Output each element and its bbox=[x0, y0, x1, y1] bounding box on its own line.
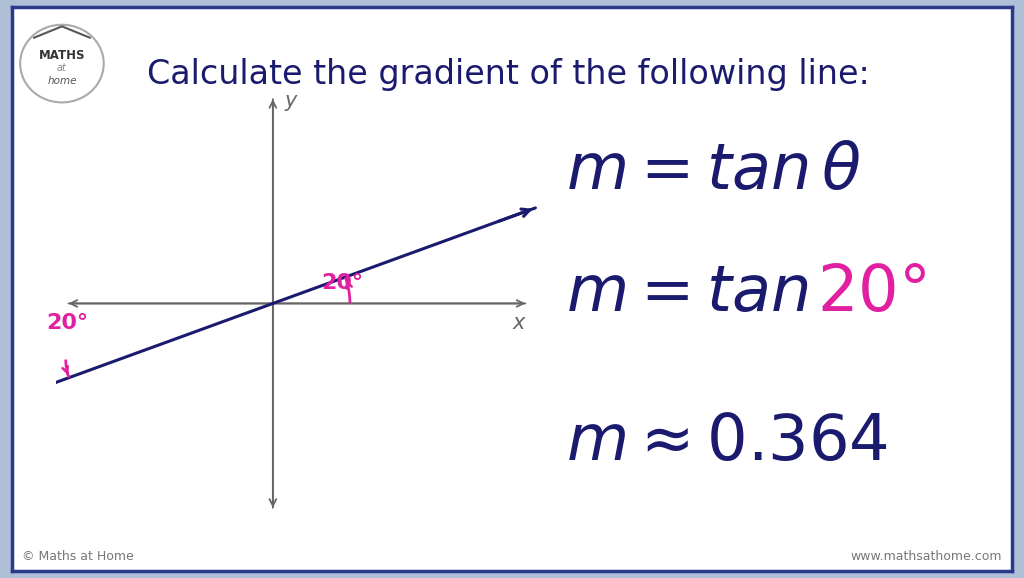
Text: $20°$: $20°$ bbox=[817, 262, 926, 324]
Text: Calculate the gradient of the following line:: Calculate the gradient of the following … bbox=[147, 58, 870, 91]
Text: 20°: 20° bbox=[322, 273, 364, 293]
Text: MATHS: MATHS bbox=[39, 49, 85, 62]
Text: y: y bbox=[285, 91, 297, 111]
Text: www.mathsathome.com: www.mathsathome.com bbox=[850, 550, 1001, 562]
Text: home: home bbox=[47, 76, 77, 86]
Text: © Maths at Home: © Maths at Home bbox=[23, 550, 134, 562]
Text: $m = tan\,\theta$: $m = tan\,\theta$ bbox=[565, 140, 861, 202]
Text: x: x bbox=[512, 313, 524, 333]
Text: 20°: 20° bbox=[46, 313, 89, 333]
Text: at: at bbox=[57, 64, 67, 73]
Text: $m \approx 0.364$: $m \approx 0.364$ bbox=[565, 410, 888, 473]
Text: $m = tan$: $m = tan$ bbox=[565, 262, 809, 324]
Circle shape bbox=[20, 25, 103, 102]
